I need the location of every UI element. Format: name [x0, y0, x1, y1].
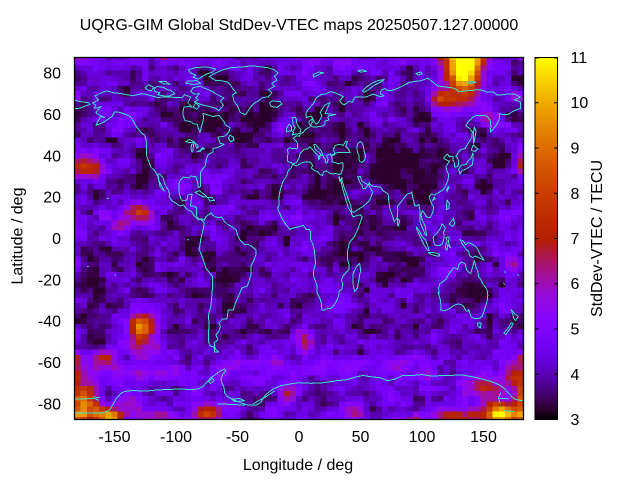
svg-text:-50: -50 [226, 429, 249, 446]
svg-text:4: 4 [571, 367, 580, 384]
svg-text:-80: -80 [38, 397, 61, 414]
svg-text:5: 5 [571, 322, 580, 339]
svg-text:0: 0 [52, 231, 61, 248]
svg-text:-20: -20 [38, 272, 61, 289]
svg-text:20: 20 [43, 190, 61, 207]
svg-text:-150: -150 [98, 429, 130, 446]
svg-text:50: 50 [352, 429, 370, 446]
svg-text:UQRG-GIM Global StdDev-VTEC ma: UQRG-GIM Global StdDev-VTEC maps 2025050… [80, 17, 519, 34]
svg-text:6: 6 [571, 276, 580, 293]
svg-text:Longitude / deg: Longitude / deg [243, 457, 353, 474]
svg-text:9: 9 [571, 141, 580, 158]
svg-text:-60: -60 [38, 355, 61, 372]
svg-text:-40: -40 [38, 314, 61, 331]
svg-text:150: 150 [470, 429, 497, 446]
svg-text:-100: -100 [160, 429, 192, 446]
svg-text:StdDev-VTEC / TECU: StdDev-VTEC / TECU [589, 160, 606, 317]
svg-text:40: 40 [43, 148, 61, 165]
svg-text:Latitude / deg: Latitude / deg [10, 188, 27, 285]
svg-text:11: 11 [571, 50, 588, 67]
svg-text:0: 0 [295, 429, 304, 446]
svg-text:10: 10 [571, 95, 589, 112]
svg-text:60: 60 [43, 107, 61, 124]
svg-text:100: 100 [409, 429, 436, 446]
svg-text:7: 7 [571, 231, 580, 248]
svg-text:8: 8 [571, 186, 580, 203]
svg-text:80: 80 [43, 66, 61, 83]
svg-text:3: 3 [571, 412, 580, 429]
